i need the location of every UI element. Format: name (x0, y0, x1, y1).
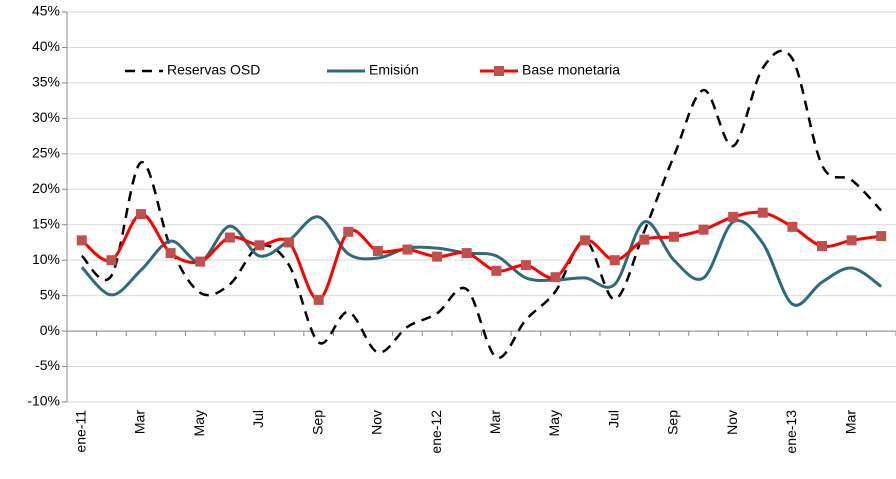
legend-label: Reservas OSD (167, 62, 260, 78)
series-marker (846, 235, 857, 246)
series-marker (787, 221, 798, 232)
series-marker (343, 226, 354, 237)
y-tick-label: 45% (32, 3, 60, 19)
legend-marker (494, 66, 504, 76)
y-tick-label: 0% (40, 322, 60, 338)
y-tick-label: 15% (32, 215, 60, 231)
y-tick-label: 35% (32, 74, 60, 90)
series-marker (461, 248, 472, 259)
series-marker (698, 224, 709, 235)
legend-label: Emisión (369, 62, 419, 78)
series-marker (136, 209, 147, 220)
series-line (80, 49, 883, 359)
x-tick-label: May (191, 410, 207, 436)
x-tick-label: Nov (369, 410, 385, 435)
series-marker (550, 272, 561, 283)
series-marker (76, 235, 87, 246)
series-marker (284, 237, 295, 248)
series-marker (313, 294, 324, 305)
y-tick-label: 20% (32, 180, 60, 196)
y-tick-label: -10% (27, 393, 60, 409)
series-marker (224, 232, 235, 243)
x-tick-label: Mar (842, 410, 858, 434)
series-marker (728, 211, 739, 222)
x-tick-label: Nov (724, 410, 740, 435)
series-line (80, 215, 883, 307)
x-tick-label: Sep (665, 410, 681, 435)
series-marker (402, 244, 413, 255)
x-tick-label: Jul (605, 410, 621, 428)
series-marker (876, 231, 887, 242)
series-line (80, 210, 882, 302)
series-marker (254, 240, 265, 251)
series-marker (165, 248, 176, 259)
y-tick-label: -5% (35, 357, 60, 373)
y-tick-label: 5% (40, 286, 60, 302)
series-marker (491, 265, 502, 276)
series-marker (668, 231, 679, 242)
x-tick-label: Jul (250, 410, 266, 428)
x-tick-label: ene-11 (73, 410, 89, 453)
x-tick-label: ene-12 (428, 410, 444, 454)
x-tick-label: Mar (132, 410, 148, 434)
y-tick-label: 40% (32, 38, 60, 54)
y-tick-label: 10% (32, 251, 60, 267)
series-marker (372, 245, 383, 256)
series-marker (106, 255, 117, 266)
series-marker (816, 241, 827, 251)
series-marker (580, 235, 591, 246)
y-tick-label: 30% (32, 109, 60, 125)
series-marker (639, 234, 650, 245)
x-tick-label: Mar (487, 410, 503, 434)
series-marker (757, 207, 768, 218)
series-marker (520, 260, 531, 271)
y-tick-label: 25% (32, 145, 60, 161)
series-marker (609, 255, 620, 266)
x-tick-label: May (546, 410, 562, 436)
x-tick-label: Sep (309, 410, 325, 435)
series-marker (432, 251, 443, 262)
legend-label: Base monetaria (522, 62, 620, 78)
x-tick-label: ene-13 (783, 410, 799, 454)
series-marker (195, 256, 206, 267)
